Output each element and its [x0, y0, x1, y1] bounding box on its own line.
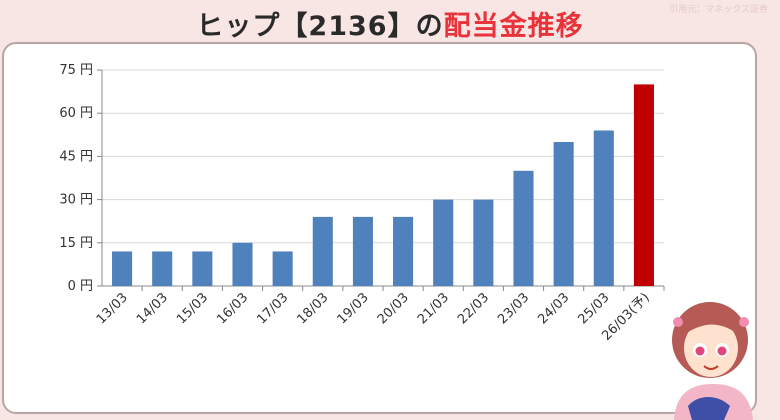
bar — [553, 142, 574, 286]
x-tick-label: 16/03 — [214, 290, 251, 327]
bar — [312, 216, 333, 286]
bar — [112, 251, 133, 286]
x-tick-label: 14/03 — [134, 290, 171, 327]
y-tick-label: 15 円 — [59, 236, 93, 251]
bar — [272, 251, 293, 286]
x-tick-label: 18/03 — [295, 290, 332, 327]
x-tick-label: 13/03 — [94, 290, 131, 327]
title-accent: 配当金推移 — [443, 11, 584, 42]
x-tick-label: 23/03 — [495, 290, 532, 327]
bar — [192, 251, 213, 286]
y-tick-label: 30 円 — [59, 193, 93, 208]
x-tick-label: 17/03 — [254, 290, 291, 327]
x-tick-label: 21/03 — [415, 290, 452, 327]
bar — [232, 242, 253, 286]
girl-character-icon — [672, 302, 753, 420]
bar — [473, 199, 494, 286]
title-main: ヒップ【2136】の — [196, 11, 444, 42]
source-note: 引用元：マネックス証券 — [669, 5, 768, 15]
chart-panel: 0 円 15 円 30 円 45 円 60 円 75 円 13/03 14/03 15/03 16… — [2, 42, 757, 414]
forecast-bar — [633, 84, 654, 287]
x-tick-label: 20/03 — [375, 290, 412, 327]
bar — [352, 216, 373, 286]
x-tick-label: 19/03 — [335, 290, 372, 327]
x-tick-label: 15/03 — [174, 290, 211, 327]
dividend-bar-chart: 0 円 15 円 30 円 45 円 60 円 75 円 13/03 14/03 15/03 16… — [59, 63, 665, 344]
bar — [433, 199, 454, 286]
x-tick-label: 24/03 — [535, 290, 572, 327]
bar — [593, 130, 614, 286]
bar — [152, 251, 173, 286]
x-tick-label: 25/03 — [576, 290, 613, 327]
page-title: ヒップ【2136】の配当金推移 — [0, 4, 780, 43]
bar — [393, 216, 414, 286]
x-tick-label: 22/03 — [455, 290, 492, 327]
y-tick-label: 75 円 — [59, 63, 93, 78]
bar — [513, 170, 534, 286]
y-tick-label: 45 円 — [59, 149, 93, 164]
y-tick-label: 60 円 — [59, 106, 93, 121]
y-tick-label: 0 円 — [68, 279, 93, 294]
